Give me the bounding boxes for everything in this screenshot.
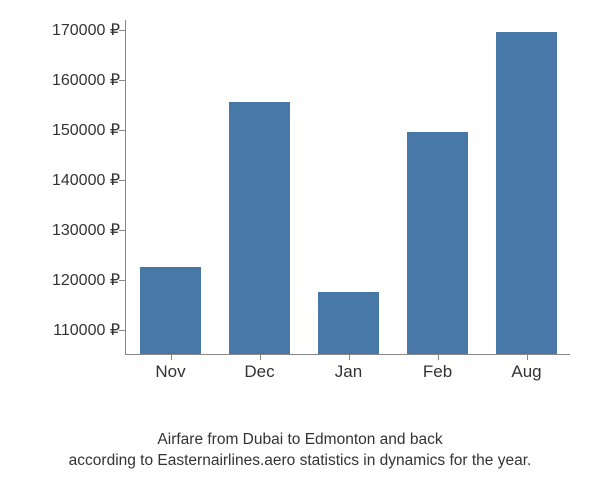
y-tick-label: 170000 ₽ — [30, 20, 120, 40]
bar — [496, 32, 557, 355]
y-tick-label: 120000 ₽ — [30, 270, 120, 290]
caption-line-2: according to Easternairlines.aero statis… — [69, 452, 532, 469]
x-tick-mark — [527, 354, 528, 360]
bar — [407, 132, 468, 355]
plot-area: NovDecJanFebAug — [125, 20, 570, 355]
x-tick-mark — [260, 354, 261, 360]
bar — [140, 267, 201, 355]
bar-chart: 110000 ₽ 120000 ₽ 130000 ₽ 140000 ₽ 150000 ₽… — [30, 20, 570, 400]
x-tick-label: Nov — [155, 362, 185, 382]
y-tick-label: 160000 ₽ — [30, 70, 120, 90]
chart-caption: Airfare from Dubai to Edmonton and back … — [0, 430, 600, 472]
x-tick-label: Jan — [335, 362, 362, 382]
x-tick-mark — [438, 354, 439, 360]
bar — [229, 102, 290, 355]
x-tick-label: Dec — [244, 362, 274, 382]
x-tick-mark — [171, 354, 172, 360]
x-tick-label: Feb — [423, 362, 452, 382]
x-tick-label: Aug — [511, 362, 541, 382]
y-tick-label: 150000 ₽ — [30, 120, 120, 140]
y-tick-label: 110000 ₽ — [30, 320, 120, 340]
x-tick-mark — [349, 354, 350, 360]
bar — [318, 292, 379, 355]
y-tick-label: 140000 ₽ — [30, 170, 120, 190]
caption-line-1: Airfare from Dubai to Edmonton and back — [157, 431, 442, 448]
y-tick-label: 130000 ₽ — [30, 220, 120, 240]
